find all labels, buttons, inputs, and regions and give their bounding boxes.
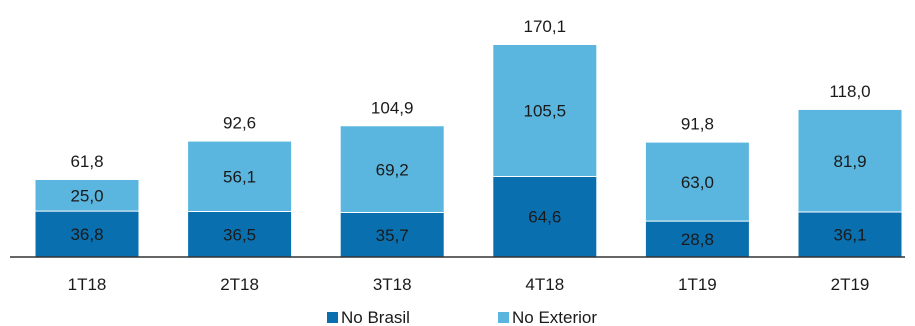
data-label-exterior-2T18: 56,1 (223, 168, 256, 187)
total-label-2T19: 118,0 (829, 82, 870, 101)
data-label-exterior-3T18: 69,2 (376, 160, 409, 179)
data-label-brasil-2T19: 36,1 (833, 226, 866, 245)
total-label-2T18: 92,6 (223, 114, 256, 133)
bar-brasil-2T18 (188, 211, 292, 257)
legend: No Brasil No Exterior (327, 308, 597, 326)
data-label-exterior-1T18: 25,0 (70, 187, 103, 206)
bar-exterior-4T18 (493, 45, 597, 177)
legend-swatch-brasil (327, 312, 338, 323)
data-labels-group: 36,8 25,0 61,8 36,5 56,1 92,6 35,7 69,2 104,9 64,… (70, 17, 870, 249)
x-tick-labels-group: 1T18 2T18 3T18 4T18 1T19 2T19 (68, 275, 870, 294)
data-label-brasil-1T19: 28,8 (681, 230, 714, 249)
legend-label-brasil: No Brasil (341, 308, 410, 326)
data-label-exterior-4T18: 105,5 (524, 102, 567, 121)
x-tick-3T18: 3T18 (373, 275, 412, 294)
total-label-1T19: 91,8 (681, 115, 714, 134)
bars-group (35, 45, 902, 257)
data-label-brasil-3T18: 35,7 (376, 226, 409, 245)
legend-swatch-exterior (498, 312, 509, 323)
bar-brasil-1T18 (35, 211, 139, 257)
total-label-1T18: 61,8 (70, 152, 103, 171)
bar-exterior-1T19 (645, 142, 749, 222)
x-tick-1T19: 1T19 (678, 275, 717, 294)
bar-brasil-4T18 (493, 176, 597, 257)
bar-exterior-2T19 (798, 109, 902, 213)
data-label-exterior-2T19: 81,9 (833, 152, 866, 171)
x-tick-4T18: 4T18 (525, 275, 564, 294)
bar-brasil-1T19 (645, 221, 749, 257)
x-tick-2T19: 2T19 (831, 275, 870, 294)
x-tick-1T18: 1T18 (68, 275, 107, 294)
bar-exterior-2T18 (188, 141, 292, 212)
bar-exterior-3T18 (340, 126, 444, 213)
total-label-3T18: 104,9 (371, 98, 414, 117)
bar-exterior-1T18 (35, 179, 139, 212)
total-label-4T18: 170,1 (524, 17, 567, 36)
data-label-brasil-2T18: 36,5 (223, 225, 256, 244)
data-label-brasil-1T18: 36,8 (70, 225, 103, 244)
bar-brasil-2T19 (798, 212, 902, 257)
bar-brasil-3T18 (340, 212, 444, 257)
data-label-brasil-4T18: 64,6 (528, 208, 561, 227)
legend-label-exterior: No Exterior (512, 308, 597, 326)
x-tick-2T18: 2T18 (220, 275, 259, 294)
data-label-exterior-1T19: 63,0 (681, 173, 714, 192)
